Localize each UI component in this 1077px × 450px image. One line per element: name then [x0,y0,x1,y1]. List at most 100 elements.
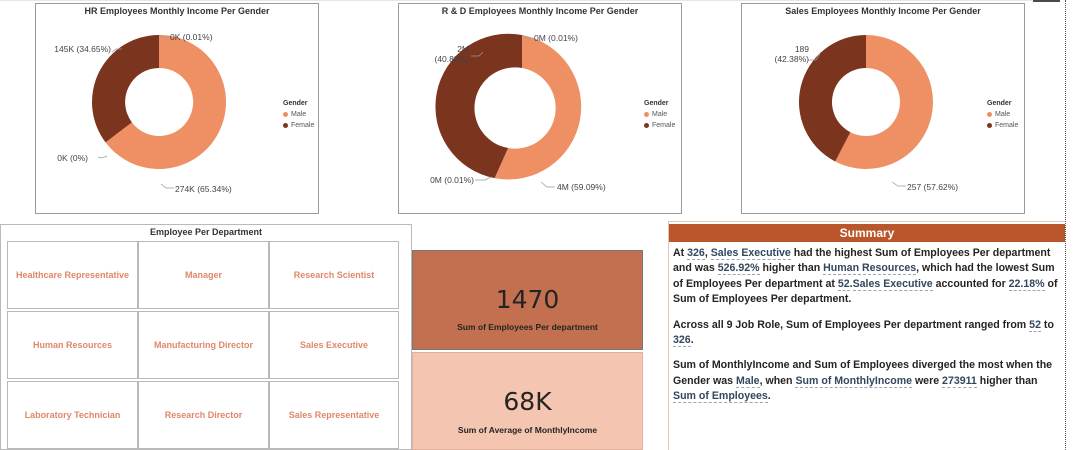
sales-label-female-percent: (42.38%) [775,54,810,64]
sales-slice-female[interactable] [798,34,866,162]
legend-label-male: Male [291,111,307,118]
legend-title: Gender [987,100,1012,107]
dept-tile-human-resources[interactable]: Human Resources [7,311,138,379]
dept-tile-healthcare-representative[interactable]: Healthcare Representative [7,241,138,309]
text: . [767,390,771,403]
hr-slice-male[interactable] [105,35,227,170]
text: to [1040,318,1054,331]
text: Sum of MonthlyIncome and Sum of Employee… [673,359,1053,387]
text: had the highest Sum of Employees Per dep… [673,247,1051,275]
highlight-value: 526.92% [717,262,760,276]
sales-label-male: 257 (57.62%) [907,182,958,192]
text: . [849,277,853,290]
chart-title: HR Employees Monthly Income Per Gender [84,6,270,16]
kpi-card-total-employees[interactable]: 1470 Sum of Employees Per department [412,250,643,350]
highlight-value: 326 [687,247,705,260]
legend-dot-male [283,111,288,117]
dept-tile-research-scientist[interactable]: Research Scientist [269,241,399,309]
legend-dot-male [987,111,992,117]
sales-label-female-value: 189 [795,44,809,54]
kpi-caption: Sum of Employees Per department [457,322,598,332]
legend-title: Gender [283,100,308,107]
text: At [673,247,688,259]
rd-slice-male[interactable] [494,35,582,180]
highlight-value: 52 [1029,318,1041,332]
summary-paragraph-1: At 326, Sales Executive had the highest … [673,246,1060,308]
legend-item-male[interactable]: Male [644,109,675,120]
text: higher than [759,262,824,275]
rd-label-female-value: 2M [457,44,469,54]
sales-donut-svg: 189 (42.38%) 257 (57.62%) [775,34,958,192]
text: , [704,247,711,259]
kpi-value: 1470 [495,285,560,314]
legend-dot-female [283,122,288,128]
legend-dot-male [644,111,649,117]
text: , which had the lowest Sum of Employees … [673,262,1055,290]
summary-header: Summary [669,224,1065,242]
legend-label-male: Male [995,111,1011,118]
highlight-value: 22.18% [1008,277,1045,291]
rd-legend: Gender Male Female [644,98,675,131]
top-border [0,0,1060,1]
hr-income-chart[interactable]: HR Employees Monthly Income Per Gender 0… [35,3,319,214]
dept-tile-manager[interactable]: Manager [138,241,269,309]
legend-item-female[interactable]: Female [987,120,1018,131]
legend-label-female: Female [652,122,676,129]
kpi-card-average-income[interactable]: 68K Sum of Average of MonthlyIncome [412,352,643,450]
chart-title: Sales Employees Monthly Income Per Gende… [785,6,981,16]
highlight-value: 52 [837,277,850,291]
highlight-value: Sales Executive [710,247,791,260]
highlight-value: Sum of MonthlyIncome [795,374,912,388]
summary-body: At 326, Sales Executive had the highest … [669,242,1065,405]
legend-label-male: Male [652,111,668,118]
top-border-accent [1033,0,1060,2]
text: higher than [976,374,1038,387]
dept-title: Employee Per Department [149,227,263,237]
dept-tile-manufacturing-director[interactable]: Manufacturing Director [138,311,269,379]
hr-legend: Gender Male Female [283,98,314,131]
hr-label-female: 145K (34.65%) [54,44,111,54]
hr-slice-female[interactable] [92,35,159,143]
text: accounted for [932,277,1009,290]
text: Across all 9 Job Role, Sum of Employees … [673,318,1030,331]
rd-slice-female[interactable] [435,33,522,179]
legend-label-female: Female [291,122,315,129]
hr-label-zero-top: 0K (0.01%) [170,32,213,42]
legend-title: Gender [644,100,669,107]
rd-income-chart[interactable]: R & D Employees Monthly Income Per Gende… [398,3,682,214]
dept-tile-laboratory-technician[interactable]: Laboratory Technician [7,381,138,449]
rd-label-zero-left: 0M (0.01%) [430,175,474,185]
highlight-value: Sum of Employees [673,390,768,404]
chart-title: R & D Employees Monthly Income Per Gende… [441,6,639,16]
rd-label-male: 4M (59.09%) [557,182,606,192]
highlight-value: Human Resources [823,262,917,276]
dept-tile-sales-executive[interactable]: Sales Executive [269,311,399,379]
sales-legend: Gender Male Female [987,98,1018,131]
legend-item-male[interactable]: Male [283,109,314,120]
legend-label-female: Female [995,122,1019,129]
legend-item-male[interactable]: Male [987,109,1018,120]
rd-donut-svg: 0M (0.01%) 2M (40.89%) 0M (0.01%) 4M (59… [430,33,606,192]
employee-per-department: Employee Per Department Healthcare Repre… [0,224,412,450]
highlight-value: 273911 [942,374,977,388]
kpi-caption: Sum of Average of MonthlyIncome [457,425,598,435]
text: , when [759,374,796,387]
hr-label-zero-left: 0K (0%) [57,153,88,163]
dept-tile-sales-representative[interactable]: Sales Representative [269,381,399,449]
legend-item-female[interactable]: Female [283,120,314,131]
legend-item-female[interactable]: Female [644,120,675,131]
sales-income-chart[interactable]: Sales Employees Monthly Income Per Gende… [741,3,1025,214]
text: were [912,374,943,387]
dept-tile-research-director[interactable]: Research Director [138,381,269,449]
sales-slice-male[interactable] [835,35,933,169]
highlight-value: Sales Executive [852,277,933,291]
hr-donut-svg: 0K (0.01%) 145K (34.65%) 0K (0%) 274K (6… [54,32,232,194]
summary-panel: Summary At 326, Sales Executive had the … [668,221,1065,450]
legend-dot-female [644,122,649,128]
hr-label-male: 274K (65.34%) [175,184,232,194]
highlight-value: 326 [673,334,691,348]
text: of Sum of Employees Per department. [673,277,1058,306]
text: . [690,334,694,347]
rd-label-zero-top: 0M (0.01%) [534,33,578,43]
legend-dot-female [987,122,992,128]
